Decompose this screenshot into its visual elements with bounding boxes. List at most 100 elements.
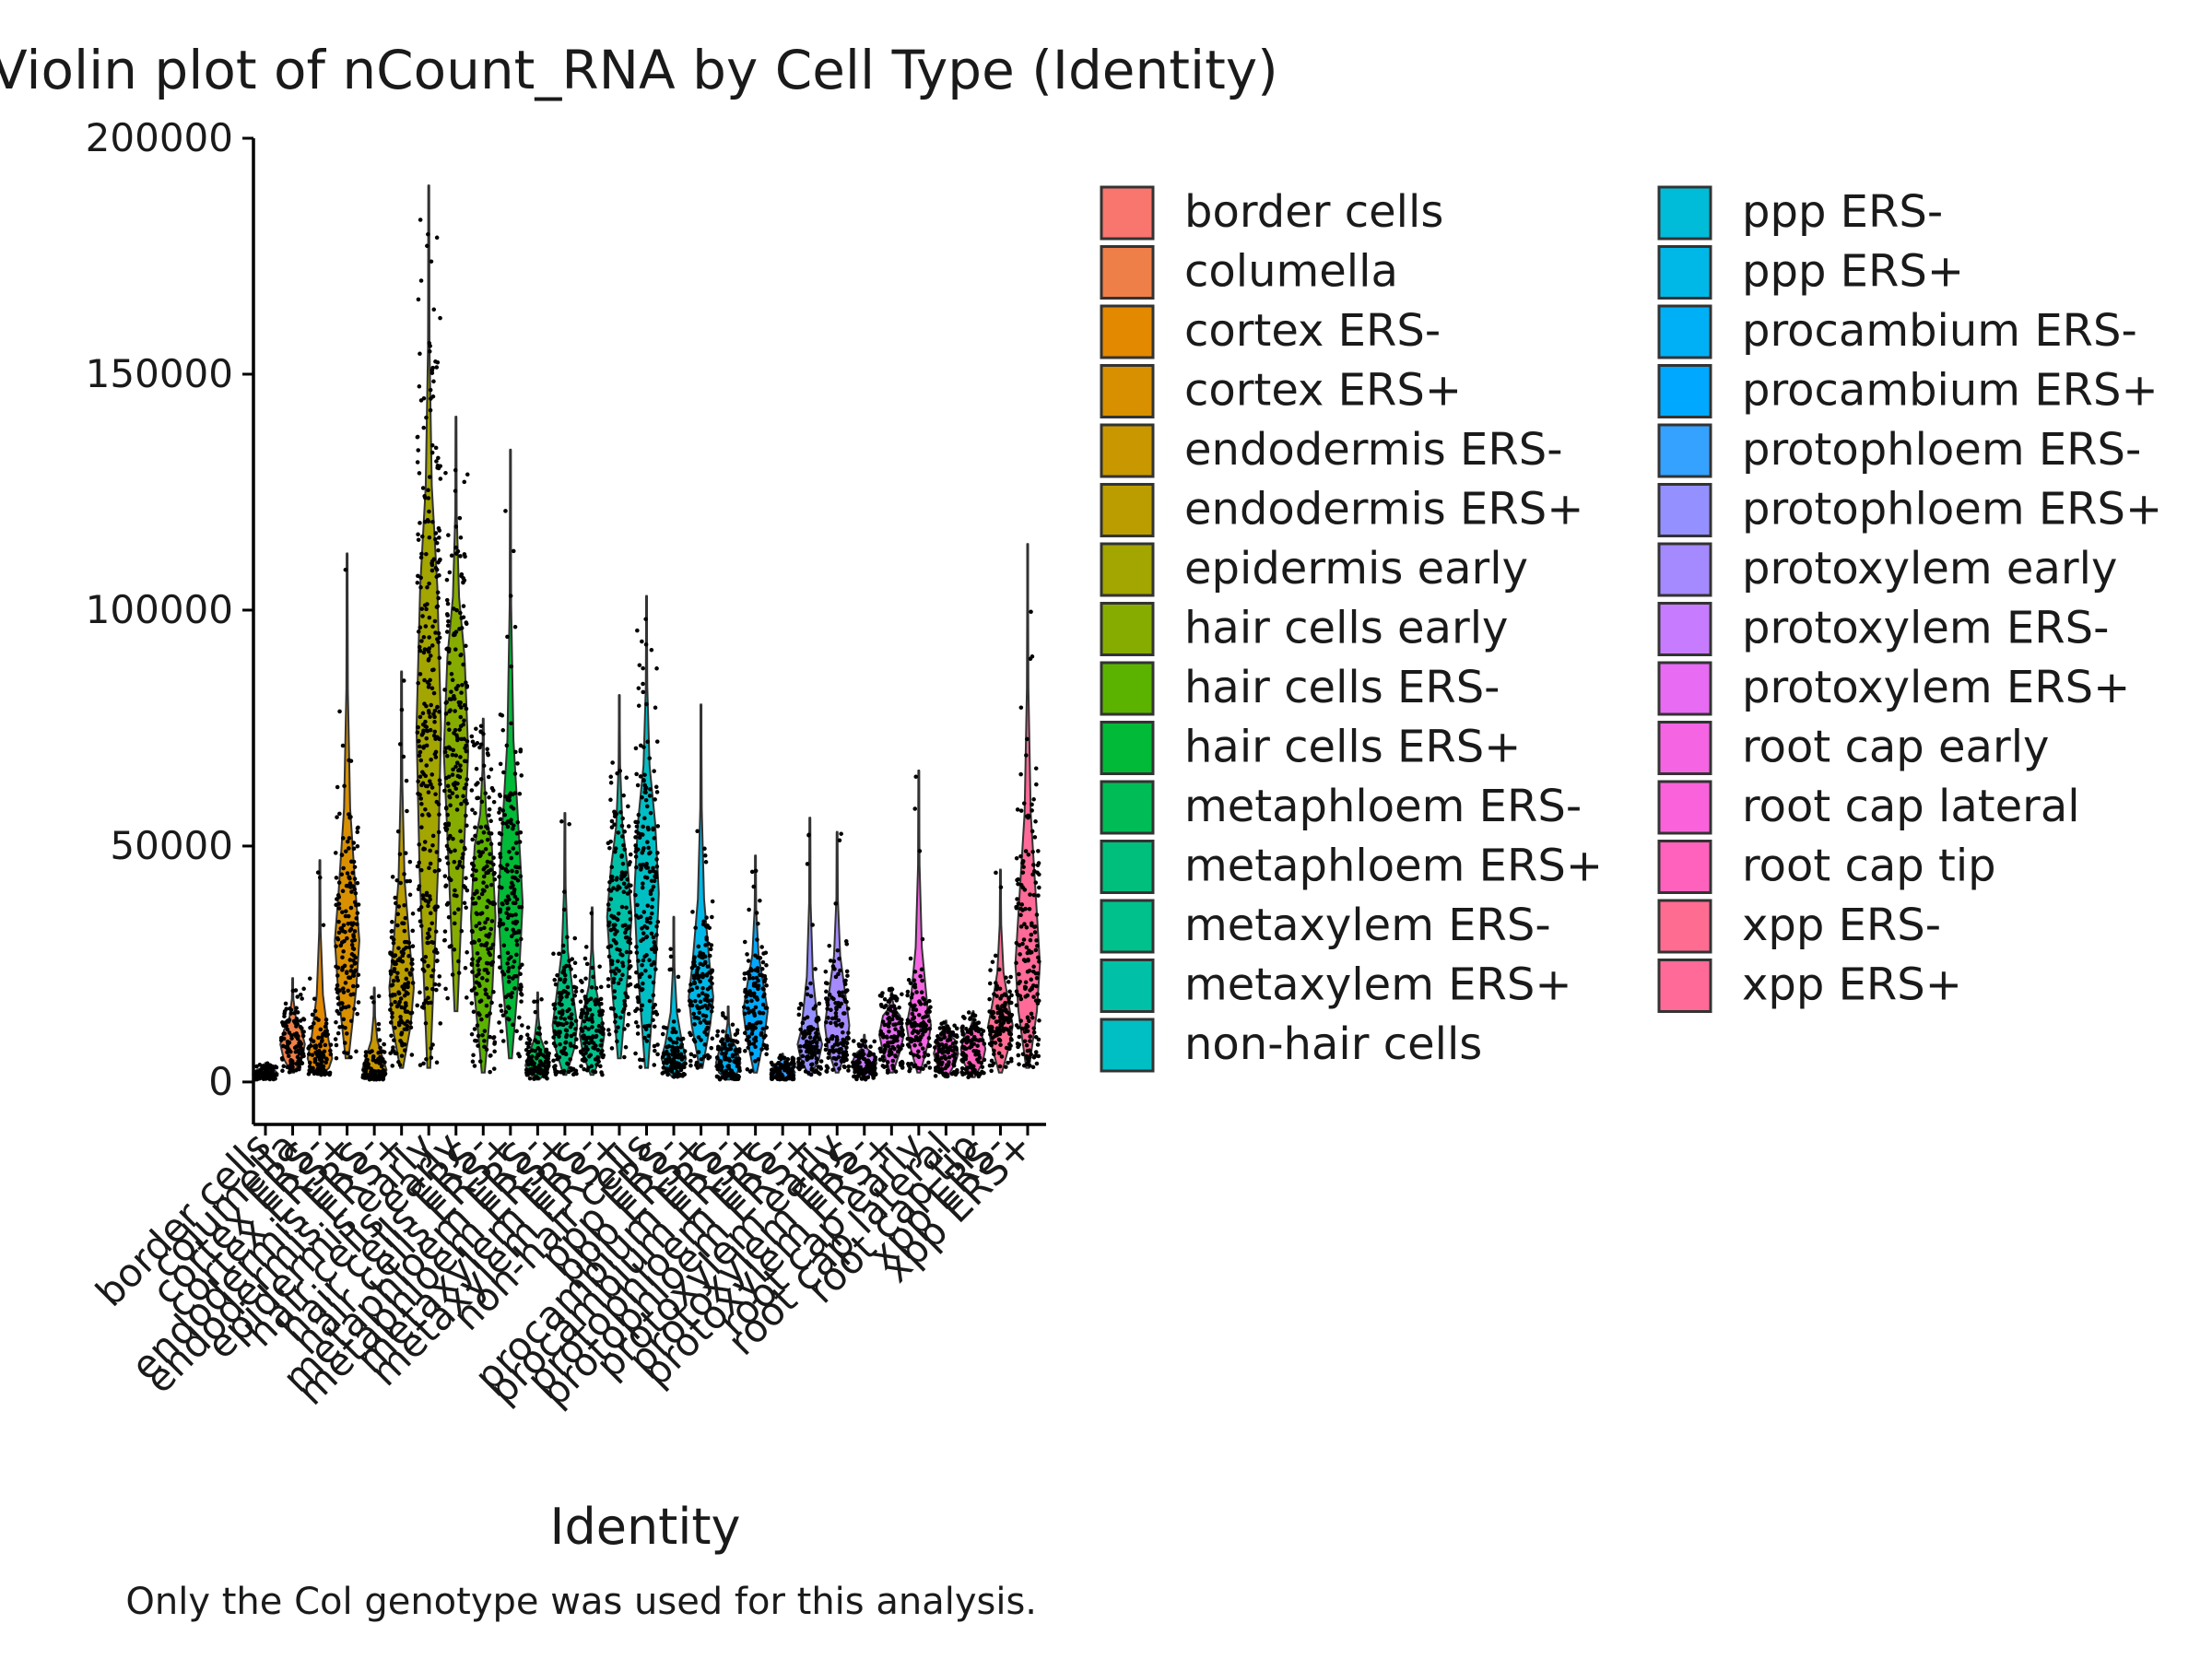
y-tick-label: 0	[208, 1059, 233, 1104]
legend-swatch	[1100, 423, 1155, 478]
y-tick-label: 200000	[86, 115, 233, 160]
violin-hair-cells-early	[441, 416, 470, 1013]
violin-columella	[278, 977, 307, 1075]
legend-label: root cap early	[1742, 722, 2049, 773]
violin-points	[687, 829, 715, 1070]
violin-root-cap-early	[905, 770, 933, 1074]
violin-points	[441, 467, 470, 1001]
violin-endodermis-ers-	[388, 670, 416, 1069]
violin-points	[769, 1053, 796, 1082]
legend-item: border cells	[1100, 185, 1443, 241]
legend-label: cortex ERS+	[1184, 365, 1462, 417]
chart-title: Violin plot of nCount_RNA by Cell Type (…	[0, 39, 1278, 101]
legend-item: columella	[1100, 245, 1398, 300]
violin-metaxylem-ers-	[606, 694, 633, 1060]
violin-points	[551, 819, 579, 1077]
violin-hair-cells-ers-	[497, 448, 524, 1060]
violin-points	[660, 947, 688, 1079]
legend-item: metaxylem ERS+	[1100, 959, 1572, 1013]
legend-label: protoxylem early	[1742, 543, 2117, 594]
legend-swatch	[1657, 185, 1712, 241]
violin-points	[388, 678, 416, 1068]
legend-item: procambium ERS-	[1657, 304, 2137, 359]
violin-points	[360, 994, 388, 1082]
legend-swatch	[1100, 185, 1155, 241]
legend-item: root cap lateral	[1657, 780, 2080, 835]
plot-area	[252, 184, 1041, 1082]
legend-swatch	[1100, 840, 1155, 894]
violin-procambium-ers-	[741, 854, 770, 1074]
violin-metaphloem-ers-	[524, 991, 551, 1081]
legend-item: non-hair cells	[1100, 1018, 1482, 1073]
violin-non-hair-cells	[633, 594, 661, 1069]
violin-points	[333, 567, 361, 1061]
legend-item: endodermis ERS-	[1100, 423, 1563, 478]
legend-item: hair cells ERS+	[1100, 721, 1521, 775]
legend-label: protophloem ERS-	[1742, 424, 2141, 476]
legend-item: protophloem ERS+	[1657, 483, 2162, 537]
legend-label: endodermis ERS-	[1184, 424, 1563, 476]
violin-points	[741, 868, 770, 1074]
legend-label: border cells	[1184, 186, 1443, 238]
violin-points	[877, 986, 906, 1075]
violin-hair-cells-ers-	[469, 717, 498, 1075]
legend-label: epidermis early	[1184, 543, 1528, 594]
violin-points	[606, 760, 633, 1060]
violin-points	[415, 218, 443, 1067]
violin-points	[1014, 609, 1041, 1070]
legend-item: metaphloem ERS-	[1100, 780, 1582, 835]
violin-points	[578, 911, 606, 1077]
legend-swatch	[1100, 721, 1155, 775]
legend-item: xpp ERS+	[1657, 959, 1962, 1013]
violin-procambium-ers-	[714, 1006, 742, 1082]
violin-points	[278, 986, 307, 1075]
violin-points	[252, 1061, 279, 1082]
violin-protoxylem-ers-	[877, 986, 906, 1075]
legend-item: root cap tip	[1657, 840, 1996, 894]
violin-cortex-ers-	[306, 859, 334, 1077]
legend-swatch	[1657, 661, 1712, 716]
violin-protophloem-ers-	[795, 817, 824, 1077]
legend-swatch	[1100, 483, 1155, 537]
violin-protoxylem-early	[823, 830, 852, 1074]
legend-label: root cap tip	[1742, 841, 1996, 892]
violin-points	[633, 617, 661, 1069]
legend-item: hair cells ERS-	[1100, 661, 1500, 716]
violin-points	[986, 870, 1015, 1074]
legend-swatch	[1100, 245, 1155, 300]
legend-label: metaphloem ERS+	[1184, 841, 1603, 892]
violin-metaxylem-ers-	[578, 906, 606, 1077]
legend-label: procambium ERS-	[1742, 305, 2137, 357]
legend-label: metaphloem ERS-	[1184, 781, 1582, 832]
violin-points	[469, 724, 498, 1075]
legend-swatch	[1657, 780, 1712, 835]
legend-swatch	[1100, 364, 1155, 418]
legend-label: cortex ERS-	[1184, 305, 1441, 357]
violin-ppp-ers-	[660, 915, 688, 1079]
legend-item: metaxylem ERS-	[1100, 899, 1551, 954]
violin-epidermis-early	[415, 184, 443, 1069]
legend-swatch	[1657, 245, 1712, 300]
caption: Only the Col genotype was used for this …	[125, 1581, 1037, 1623]
legend-label: non-hair cells	[1184, 1018, 1482, 1070]
legend-label: endodermis ERS+	[1184, 484, 1583, 535]
legend-item: procambium ERS+	[1657, 364, 2159, 418]
violin-metaphloem-ers-	[551, 812, 579, 1077]
legend-swatch	[1657, 959, 1712, 1013]
legend-item: protophloem ERS-	[1657, 423, 2141, 478]
legend: border cells columella cortex ERS-cortex E…	[1100, 185, 2162, 1073]
legend-label: metaxylem ERS+	[1184, 959, 1572, 1011]
legend-item: epidermis early	[1100, 542, 1528, 597]
y-axis: 0 50000 100000 150000 200000	[86, 115, 255, 1124]
legend-label: protophloem ERS+	[1742, 484, 2162, 535]
legend-item: ppp ERS+	[1657, 245, 1964, 300]
legend-label: columella	[1184, 246, 1398, 298]
legend-item: cortex ERS+	[1100, 364, 1462, 418]
legend-item: hair cells early	[1100, 602, 1508, 656]
violin-border-cells	[252, 1061, 279, 1082]
legend-label: hair cells ERS+	[1184, 722, 1521, 773]
legend-item: protoxylem ERS-	[1657, 602, 2109, 656]
y-tick-label: 50000	[110, 823, 233, 868]
legend-label: metaxylem ERS-	[1184, 900, 1551, 951]
